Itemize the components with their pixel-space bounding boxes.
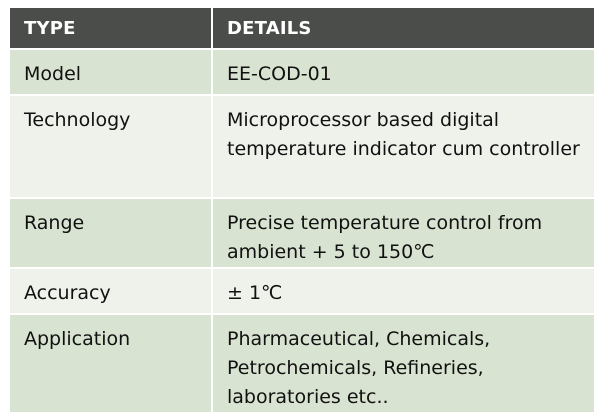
row-type-accuracy: Accuracy (10, 267, 213, 314)
row-details-technology: Microprocessor based digital temperature… (212, 94, 594, 198)
table-row: Accuracy ± 1℃ (10, 267, 594, 314)
spec-table-container: TYPE DETAILS Model EE-COD-01 Technology … (10, 8, 594, 412)
row-type-model: Model (10, 48, 213, 95)
table-row: Range Precise temperature control from a… (10, 197, 594, 268)
row-details-range: Precise temperature control from ambient… (212, 197, 594, 268)
row-details-application: Pharmaceutical, Chemicals, Petrochemical… (212, 313, 594, 412)
table-row: Model EE-COD-01 (10, 48, 594, 95)
table-row: Technology Microprocessor based digital … (10, 94, 594, 198)
row-type-application: Application (10, 313, 213, 412)
table-row: Application Pharmaceutical, Chemicals, P… (10, 313, 594, 412)
row-type-technology: Technology (10, 94, 213, 198)
header-row: TYPE DETAILS (10, 8, 594, 49)
row-details-accuracy: ± 1℃ (212, 267, 594, 314)
header-type: TYPE (10, 8, 213, 49)
row-type-range: Range (10, 197, 213, 268)
row-details-model: EE-COD-01 (212, 48, 594, 95)
spec-table: TYPE DETAILS Model EE-COD-01 Technology … (10, 8, 594, 412)
header-details: DETAILS (212, 8, 594, 49)
